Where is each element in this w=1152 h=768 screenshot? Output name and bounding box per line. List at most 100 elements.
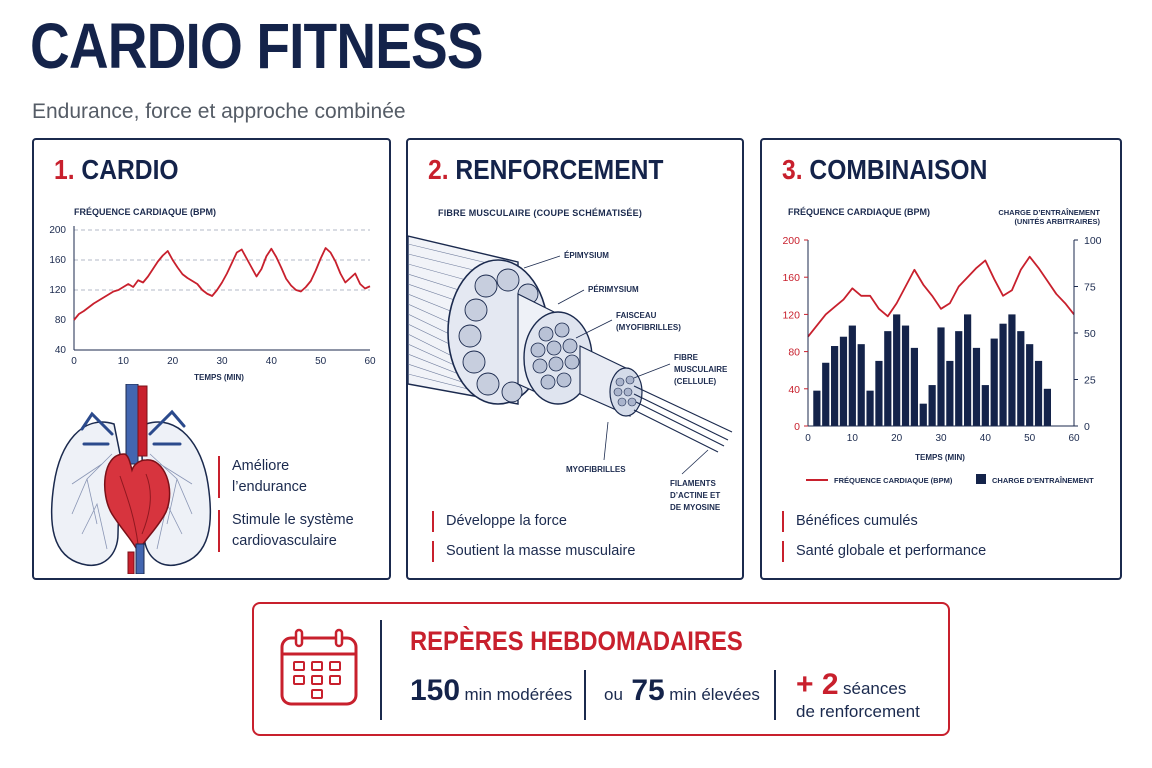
heart-rate-line xyxy=(73,247,371,321)
x-tick-label: 0 xyxy=(71,356,77,367)
moderate-guideline: 150 min modérées xyxy=(410,674,572,708)
training-load-bar xyxy=(955,331,963,426)
x-tick-label: 20 xyxy=(891,433,903,444)
right-axis-title: CHARGE D’ENTRAÎNEMENT xyxy=(998,208,1100,217)
strength-bullet-2: Soutient la masse musculaire xyxy=(432,541,635,562)
training-load-bar xyxy=(901,325,910,426)
training-load-bar xyxy=(893,314,901,426)
left-y-tick-label: 40 xyxy=(788,384,800,396)
left-axis-title: FRÉQUENCE CARDIAQUE (BPM) xyxy=(788,207,930,217)
moderate-value: 150 xyxy=(410,674,461,707)
training-load-bar xyxy=(999,323,1007,426)
label-fascicle-sub: (MYOFIBRILLES) xyxy=(616,323,681,332)
training-load-bar xyxy=(928,385,936,426)
divider xyxy=(380,620,382,720)
training-load-bar xyxy=(813,390,821,426)
page-subtitle: Endurance, force et approche combinée xyxy=(32,100,406,123)
legend-bar-swatch xyxy=(976,474,986,484)
x-tick-label: 50 xyxy=(315,356,327,367)
x-tick-label: 60 xyxy=(1068,433,1080,444)
x-tick-label: 20 xyxy=(167,356,179,367)
panel-strength-title: 2. RENFORCEMENT xyxy=(428,154,663,186)
sessions-label-2: de renforcement xyxy=(796,702,920,721)
right-y-tick-label: 0 xyxy=(1084,421,1090,433)
training-load-bar xyxy=(857,344,865,426)
y-tick-label: 80 xyxy=(55,315,67,326)
panel-cardio: 1. CARDIO FRÉQUENCE CARDIAQUE (BPM) 40 80… xyxy=(32,138,391,580)
training-load-bar xyxy=(848,325,856,426)
x-tick-label: 50 xyxy=(1024,433,1036,444)
panel-cardio-title: 1. CARDIO xyxy=(54,154,179,186)
weekly-title: REPÈRES HEBDOMADAIRES xyxy=(410,626,743,656)
x-tick-label: 10 xyxy=(847,433,859,444)
left-y-tick-label: 160 xyxy=(782,272,800,284)
x-tick-label: 40 xyxy=(980,433,992,444)
vigorous-guideline: ou 75 min élevées xyxy=(604,674,760,708)
strength-bullet-1: Développe la force xyxy=(432,511,567,532)
training-load-bar xyxy=(964,314,972,426)
cardio-bullet-1: Améliore l’endurance xyxy=(218,456,307,498)
panel-cardio-number: 1. xyxy=(54,154,75,185)
heart-lungs-illustration xyxy=(50,384,212,574)
right-y-tick-label: 75 xyxy=(1084,282,1096,294)
divider xyxy=(584,670,586,720)
cardio-bullet-2: Stimule le système cardiovasculaire xyxy=(218,510,354,552)
training-load-bar xyxy=(946,360,954,426)
bullet-text: Stimule le système xyxy=(232,512,354,528)
right-axis-subtitle: (UNITÉS ARBITRAIRES) xyxy=(1014,217,1100,226)
page-title: CARDIO FITNESS xyxy=(30,10,484,82)
sessions-label: séances xyxy=(843,679,907,698)
label-myofibrils: MYOFIBRILLES xyxy=(566,465,626,474)
training-load-bar xyxy=(937,327,945,426)
label-filaments-sub2: DE MYOSINE xyxy=(670,503,721,512)
y-tick-label: 40 xyxy=(55,345,67,356)
moderate-label: min modérées xyxy=(464,685,573,704)
panel-strength-label: RENFORCEMENT xyxy=(455,154,664,185)
label-fiber-sub2: (CELLULE) xyxy=(674,377,717,386)
combination-chart: FRÉQUENCE CARDIAQUE (BPM) CHARGE D’ENTRA… xyxy=(782,207,1102,485)
label-fiber-sub: MUSCULAIRE xyxy=(674,365,728,374)
x-tick-label: 30 xyxy=(216,356,228,367)
label-perimysium: PÉRIMYSIUM xyxy=(588,285,639,294)
strength-guideline: + 2 séances de renforcement xyxy=(796,668,920,722)
x-tick-label: 60 xyxy=(364,356,376,367)
y-tick-label: 200 xyxy=(49,225,66,236)
vigorous-label: min élevées xyxy=(669,685,760,704)
training-load-bar xyxy=(822,362,830,426)
training-load-bar xyxy=(1008,314,1016,426)
left-y-tick-label: 200 xyxy=(782,235,800,247)
training-load-bar xyxy=(884,331,892,426)
bullet-text: cardiovasculaire xyxy=(232,533,337,549)
x-tick-label: 40 xyxy=(266,356,278,367)
divider xyxy=(774,670,776,720)
right-y-tick-label: 100 xyxy=(1084,235,1102,247)
combo-bullet-2: Santé globale et performance xyxy=(782,541,986,562)
label-filaments: FILAMENTS xyxy=(670,479,716,488)
panel-strength: 2. RENFORCEMENT FIBRE MUSCULAIRE (COUPE … xyxy=(406,138,744,580)
chart-title: FRÉQUENCE CARDIAQUE (BPM) xyxy=(74,207,216,217)
weekly-guidelines-box: REPÈRES HEBDOMADAIRES 150 min modérées o… xyxy=(252,602,950,736)
label-epimysium: ÉPIMYSIUM xyxy=(564,251,609,260)
label-fiber: FIBRE xyxy=(674,353,699,362)
label-filaments-sub: D’ACTINE ET xyxy=(670,491,720,500)
training-load-bar xyxy=(990,338,998,426)
legend-line-label: FRÉQUENCE CARDIAQUE (BPM) xyxy=(834,476,953,485)
training-load-bar xyxy=(875,360,883,426)
chart-legend: FRÉQUENCE CARDIAQUE (BPM) CHARGE D’ENTRA… xyxy=(806,474,1094,485)
training-load-bar xyxy=(1043,388,1051,426)
vigorous-value: 75 xyxy=(631,674,665,707)
combo-x-axis-label: TEMPS (MIN) xyxy=(915,453,965,462)
training-load-bar xyxy=(1017,331,1025,426)
training-load-bar xyxy=(910,347,918,426)
x-tick-label: 0 xyxy=(805,433,811,444)
training-load-bar xyxy=(981,385,989,426)
panel-combo-title: 3. COMBINAISON xyxy=(782,154,987,186)
cardio-heart-rate-chart: FRÉQUENCE CARDIAQUE (BPM) 40 80 120 160 200 0… xyxy=(49,207,376,382)
training-load-bar xyxy=(1026,344,1034,426)
or-label: ou xyxy=(604,685,623,704)
label-fascicle: FAISCEAU xyxy=(616,311,657,320)
bullet-text: Améliore xyxy=(232,458,290,474)
x-tick-label: 10 xyxy=(118,356,130,367)
x-tick-label: 30 xyxy=(935,433,947,444)
y-tick-label: 120 xyxy=(49,285,66,296)
